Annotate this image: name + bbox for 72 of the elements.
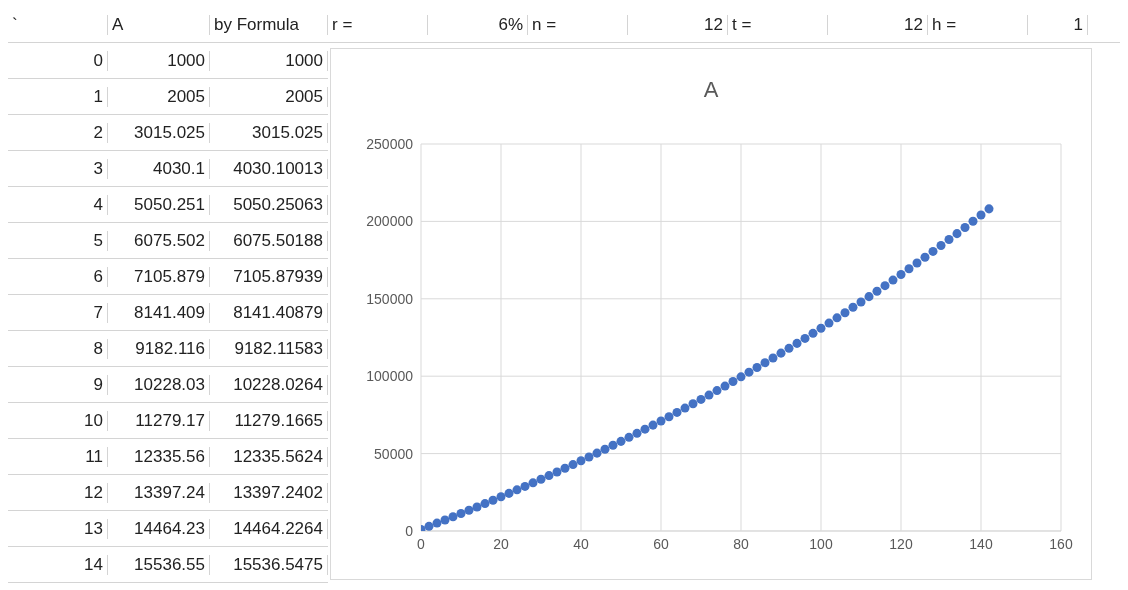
x-tick-label: 80 xyxy=(733,535,749,552)
x-tick-label: 100 xyxy=(809,535,833,552)
text: 14464.23 xyxy=(108,518,210,539)
text: 12 xyxy=(8,482,108,503)
text: 6075.50188 xyxy=(210,230,328,251)
text: h = xyxy=(928,15,1028,35)
y-tick-label: 250000 xyxy=(366,135,414,152)
text: 2005 xyxy=(108,86,210,107)
text: 4030.10013 xyxy=(210,158,328,179)
text: 13397.24 xyxy=(108,482,210,503)
text: 11279.17 xyxy=(108,410,210,431)
text: 9182.11583 xyxy=(210,338,328,359)
text: 4 xyxy=(8,194,108,215)
text: 15536.55 xyxy=(108,554,210,575)
text: 11 xyxy=(8,446,108,467)
text: 3 xyxy=(8,158,108,179)
y-tick-label: 0 xyxy=(405,522,414,539)
text: 4030.1 xyxy=(108,158,210,179)
text: 13 xyxy=(8,518,108,539)
x-tick-label: 160 xyxy=(1049,535,1073,552)
text: 9 xyxy=(8,374,108,395)
text: 6 xyxy=(8,266,108,287)
text: 10 xyxy=(8,410,108,431)
text: 8141.409 xyxy=(108,302,210,323)
text: 6% xyxy=(428,15,528,35)
text: A xyxy=(108,15,210,35)
text: 1000 xyxy=(210,50,328,71)
text: 7105.879 xyxy=(108,266,210,287)
text: n = xyxy=(528,15,628,35)
text: ` xyxy=(8,15,108,35)
y-tick-label: 50000 xyxy=(374,445,414,462)
text: t = xyxy=(728,15,828,35)
text: 10228.03 xyxy=(108,374,210,395)
text: 14 xyxy=(8,554,108,575)
text: 1 xyxy=(8,86,108,107)
text: 0 xyxy=(8,50,108,71)
text: 9182.116 xyxy=(108,338,210,359)
text: 15536.5475 xyxy=(210,554,328,575)
text: 7 xyxy=(8,302,108,323)
y-tick-label: 200000 xyxy=(366,213,414,230)
text: 12335.56 xyxy=(108,446,210,467)
y-tick-label: 100000 xyxy=(366,368,414,385)
x-tick-label: 0 xyxy=(417,535,426,552)
text: 5050.25063 xyxy=(210,194,328,215)
x-tick-label: 120 xyxy=(889,535,913,552)
text: 5 xyxy=(8,230,108,251)
text: 8 xyxy=(8,338,108,359)
text: 12 xyxy=(628,15,728,35)
chart-title: A xyxy=(702,77,720,103)
text: 12 xyxy=(828,15,928,35)
x-tick-label: 40 xyxy=(573,535,589,552)
x-tick-label: 140 xyxy=(969,535,993,552)
text: 8141.40879 xyxy=(210,302,328,323)
text: 7105.87939 xyxy=(210,266,328,287)
text: 2 xyxy=(8,122,108,143)
text: 11279.1665 xyxy=(210,410,328,431)
text: 13397.2402 xyxy=(210,482,328,503)
text: 1 xyxy=(1028,15,1088,35)
text: 12335.5624 xyxy=(210,446,328,467)
text: 1000 xyxy=(108,50,210,71)
text: 5050.251 xyxy=(108,194,210,215)
text: 3015.025 xyxy=(108,122,210,143)
x-tick-label: 60 xyxy=(653,535,669,552)
text: 10228.0264 xyxy=(210,374,328,395)
text: by Formula xyxy=(210,15,328,35)
text: r = xyxy=(328,15,428,35)
x-tick-label: 20 xyxy=(493,535,509,552)
text: 2005 xyxy=(210,86,328,107)
y-tick-label: 150000 xyxy=(366,290,414,307)
text: 6075.502 xyxy=(108,230,210,251)
text: 14464.2264 xyxy=(210,518,328,539)
text: 3015.025 xyxy=(210,122,328,143)
